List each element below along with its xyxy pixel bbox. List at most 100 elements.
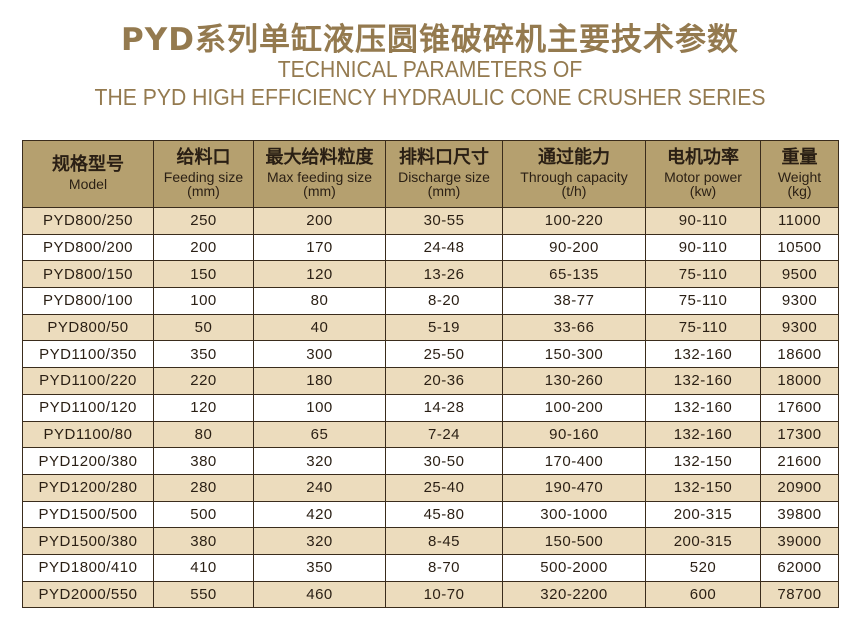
table-row: PYD1100/120 120 100 14-28 100-200 132-160 1760… <box>22 393 839 422</box>
title-english-line-2: THE PYD HIGH EFFICIENCY HYDRAULIC CONE C… <box>94 84 766 110</box>
column-header-zh: 给料口 <box>176 146 231 168</box>
table-cell: 75-110 <box>645 260 761 289</box>
column-header: 通过能力 Through capacity (t/h) <box>502 140 646 208</box>
table-cell: 30-50 <box>385 447 503 475</box>
table-cell: 100-220 <box>502 207 646 235</box>
column-header-zh: 排料口尺寸 <box>399 146 489 168</box>
column-header-zh: 最大给料粒度 <box>265 146 374 168</box>
column-header-en: Model <box>68 176 108 193</box>
column-header-unit: (kw) <box>689 183 717 200</box>
table-cell: 600 <box>645 580 761 609</box>
table-cell: PYD1200/380 <box>22 447 154 475</box>
table-cell: 90-200 <box>502 233 646 262</box>
table-cell: 120 <box>253 260 386 289</box>
column-header: 最大给料粒度 Max feeding size (mm) <box>253 140 386 208</box>
table-cell: 18600 <box>760 340 839 369</box>
table-cell: 150 <box>153 260 254 289</box>
table-cell: 220 <box>153 367 254 395</box>
table-cell: 100 <box>153 287 254 315</box>
table-cell: 320 <box>253 527 386 555</box>
table-cell: 132-160 <box>645 340 761 369</box>
table-cell: 180 <box>253 367 386 395</box>
column-header-en: Motor power <box>664 168 742 185</box>
table-cell: 10500 <box>760 233 839 262</box>
table-cell: 280 <box>153 473 254 502</box>
table-cell: PYD800/100 <box>22 287 154 315</box>
column-header-unit: (mm) <box>427 183 461 200</box>
parameters-table: 规格型号 Model 给料口 Feeding size (mm) 最大给料粒度 Max fe… <box>22 140 839 609</box>
table-cell: 420 <box>253 500 386 529</box>
column-header-unit: (mm) <box>303 183 336 200</box>
table-cell: 20-36 <box>385 367 503 395</box>
table-cell: 39000 <box>760 527 839 555</box>
table-row: PYD1200/380 380 320 30-50 170-400 132-150 2160… <box>22 447 839 475</box>
title-chinese: PYD系列单缸液压圆锥破碎机主要技术参数 <box>121 22 739 58</box>
table-cell: 90-110 <box>645 207 761 235</box>
table-cell: 300-1000 <box>502 500 646 529</box>
table-cell: 39800 <box>760 500 839 529</box>
table-cell: 62000 <box>760 553 839 582</box>
table-cell: 90-110 <box>645 233 761 262</box>
table-cell: 150-300 <box>502 340 646 369</box>
table-cell: PYD1200/280 <box>22 473 154 502</box>
table-row: PYD800/150 150 120 13-26 65-135 75-110 9500 <box>22 260 839 289</box>
table-row: PYD1100/220 220 180 20-36 130-260 132-160 1800… <box>22 367 839 395</box>
table-cell: PYD2000/550 <box>22 580 154 609</box>
table-cell: PYD1100/350 <box>22 340 154 369</box>
column-header-unit: (mm) <box>187 183 220 200</box>
table-row: PYD1100/350 350 300 25-50 150-300 132-160 1860… <box>22 340 839 369</box>
table-cell: 80 <box>253 287 386 315</box>
table-cell: 40 <box>253 313 386 342</box>
table-cell: 150-500 <box>502 527 646 555</box>
column-header: 重量 Weight (kg) <box>760 140 839 208</box>
column-header-unit: (kg) <box>787 183 812 200</box>
table-row: PYD1100/80 80 65 7-24 90-160 132-160 17300 <box>22 420 839 449</box>
table-cell: PYD800/200 <box>22 233 154 262</box>
table-cell: PYD800/250 <box>22 207 154 235</box>
table-cell: 8-20 <box>385 287 503 315</box>
table-cell: 7-24 <box>385 420 503 449</box>
table-cell: PYD1100/120 <box>22 393 154 422</box>
column-header-unit: (t/h) <box>561 183 587 200</box>
column-header-zh: 重量 <box>781 146 818 168</box>
column-header: 电机功率 Motor power (kw) <box>645 140 761 208</box>
table-cell: 21600 <box>760 447 839 475</box>
table-cell: 75-110 <box>645 313 761 342</box>
table-cell: 17600 <box>760 393 839 422</box>
table-cell: 200 <box>253 207 386 235</box>
table-cell: 90-160 <box>502 420 646 449</box>
table-row: PYD2000/550 550 460 10-70 320-2200 600 78700 <box>22 580 839 609</box>
table-cell: 132-160 <box>645 393 761 422</box>
column-header-en: Weight <box>777 168 822 185</box>
column-header-en: Feeding size <box>163 168 244 185</box>
table-row: PYD800/50 50 40 5-19 33-66 75-110 9300 <box>22 313 839 342</box>
table-cell: 250 <box>153 207 254 235</box>
table-cell: 132-150 <box>645 473 761 502</box>
column-header: 排料口尺寸 Discharge size (mm) <box>385 140 503 208</box>
table-cell: 350 <box>153 340 254 369</box>
table-row: PYD800/250 250 200 30-55 100-220 90-110 11000 <box>22 207 839 235</box>
table-header-row: 规格型号 Model 给料口 Feeding size (mm) 最大给料粒度 Max fe… <box>22 140 839 208</box>
table-cell: 75-110 <box>645 287 761 315</box>
table-cell: 8-70 <box>385 553 503 582</box>
table-cell: 350 <box>253 553 386 582</box>
table-cell: 132-160 <box>645 367 761 395</box>
title-english-line-1: TECHNICAL PARAMETERS OF <box>277 56 583 82</box>
table-cell: 18000 <box>760 367 839 395</box>
table-cell: 190-470 <box>502 473 646 502</box>
table-cell: 320 <box>253 447 386 475</box>
column-header-en: Through capacity <box>520 168 628 185</box>
table-cell: 65-135 <box>502 260 646 289</box>
table-cell: 9300 <box>760 287 839 315</box>
table-cell: PYD800/50 <box>22 313 154 342</box>
table-cell: 200-315 <box>645 527 761 555</box>
column-header-zh: 规格型号 <box>52 154 124 176</box>
table-cell: 132-150 <box>645 447 761 475</box>
table-cell: PYD1500/380 <box>22 527 154 555</box>
table-cell: 460 <box>253 580 386 609</box>
table-cell: PYD1500/500 <box>22 500 154 529</box>
column-header: 给料口 Feeding size (mm) <box>153 140 254 208</box>
table-cell: 9500 <box>760 260 839 289</box>
table-cell: 170 <box>253 233 386 262</box>
table-cell: 38-77 <box>502 287 646 315</box>
